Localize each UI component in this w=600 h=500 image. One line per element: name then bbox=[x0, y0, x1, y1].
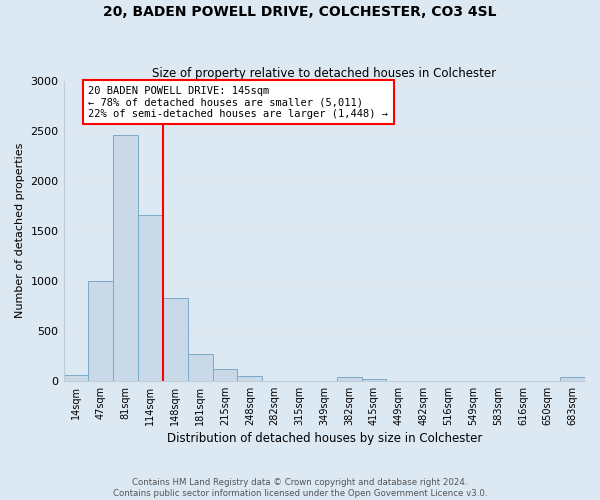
Text: 20, BADEN POWELL DRIVE, COLCHESTER, CO3 4SL: 20, BADEN POWELL DRIVE, COLCHESTER, CO3 … bbox=[103, 5, 497, 19]
Y-axis label: Number of detached properties: Number of detached properties bbox=[15, 143, 25, 318]
Bar bbox=[238, 376, 262, 381]
Text: Contains HM Land Registry data © Crown copyright and database right 2024.
Contai: Contains HM Land Registry data © Crown c… bbox=[113, 478, 487, 498]
Bar bbox=[560, 377, 585, 381]
Bar bbox=[188, 354, 212, 381]
Bar bbox=[337, 378, 362, 381]
Bar bbox=[212, 369, 238, 381]
Bar bbox=[163, 298, 188, 381]
X-axis label: Distribution of detached houses by size in Colchester: Distribution of detached houses by size … bbox=[167, 432, 482, 445]
Title: Size of property relative to detached houses in Colchester: Size of property relative to detached ho… bbox=[152, 66, 496, 80]
Bar bbox=[88, 281, 113, 381]
Bar bbox=[362, 379, 386, 381]
Bar bbox=[138, 214, 163, 381]
Bar bbox=[113, 134, 138, 381]
Bar bbox=[64, 376, 88, 381]
Text: 20 BADEN POWELL DRIVE: 145sqm
← 78% of detached houses are smaller (5,011)
22% o: 20 BADEN POWELL DRIVE: 145sqm ← 78% of d… bbox=[88, 86, 388, 119]
